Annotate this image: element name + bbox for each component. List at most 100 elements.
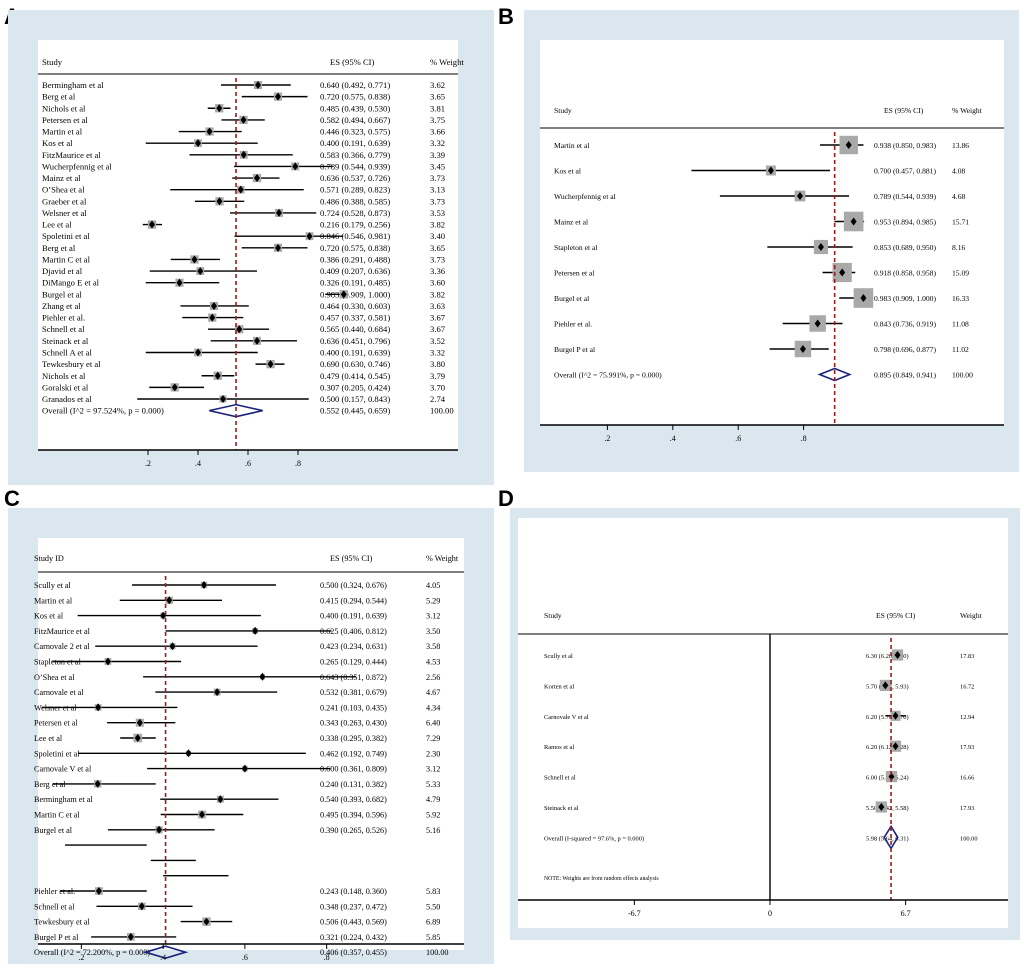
study-weight: 3.65 [430, 243, 445, 253]
study-es-ci: 0.457 (0.337, 0.581) [320, 313, 390, 323]
study-es-ci: 0.338 (0.295, 0.382) [320, 734, 387, 743]
study-weight: 3.32 [430, 138, 445, 148]
study-name: Burgel et al [42, 289, 83, 299]
point-estimate [166, 596, 173, 605]
point-estimate [201, 581, 207, 589]
overall-weight: 100.00 [952, 371, 973, 380]
study-weight: 3.73 [430, 196, 445, 206]
forest-plot-d: Study ES (95% CI) Weight Scully et al 6.30 (… [510, 508, 1020, 940]
study-es-ci: 5.50 (5.42, 5.58) [866, 805, 909, 812]
study-weight: 3.53 [430, 208, 445, 218]
x-tick-label: .8 [324, 953, 330, 962]
study-es-ci: 0.243 (0.148, 0.360) [320, 887, 387, 896]
overall-es-ci: 0.406 (0.357, 0.455) [320, 948, 387, 957]
study-weight: 3.82 [430, 220, 445, 230]
point-estimate [882, 681, 889, 690]
point-estimate [127, 932, 134, 941]
forest-plot-b-svg: Study ES (95% CI) % Weight Martin et al 0.93… [540, 40, 1004, 443]
study-name: Berg et al [34, 780, 66, 789]
study-weight: 3.81 [430, 103, 445, 113]
point-estimate [888, 772, 895, 781]
study-name: Berg et al [42, 92, 76, 102]
study-es-ci: 0.565 (0.440, 0.684) [320, 324, 390, 334]
point-estimate [220, 395, 226, 404]
study-weight: 17.93 [960, 805, 974, 812]
point-estimate [214, 688, 221, 697]
study-es-ci: 0.843 (0.736, 0.919) [874, 320, 936, 329]
plot-area-a [38, 40, 458, 450]
point-estimate [240, 115, 247, 124]
header-es: ES (95% CI) [884, 106, 924, 115]
footnote: NOTE: Weights are from random effects an… [544, 875, 659, 882]
study-es-ci: 0.953 (0.894, 0.985) [874, 218, 936, 227]
study-weight: 4.05 [426, 581, 440, 590]
study-es-ci: 0.789 (0.544, 0.939) [874, 192, 936, 201]
point-estimate [275, 243, 281, 252]
study-weight: 5.33 [426, 780, 440, 789]
study-name: DiMango E et al [42, 278, 100, 288]
x-tick-label: .8 [295, 459, 301, 468]
study-es-ci: 0.938 (0.850, 0.983) [874, 141, 936, 150]
study-name: Tewkesbury et al [42, 359, 101, 369]
study-weight: 5.50 [426, 902, 440, 911]
study-name: Burgel et al [554, 294, 589, 303]
study-weight: 5.92 [426, 811, 440, 820]
point-estimate [160, 611, 167, 620]
point-estimate [197, 267, 204, 276]
study-name: Zhang et al [42, 301, 81, 311]
study-es-ci: 0.571 (0.289, 0.823) [320, 185, 390, 195]
point-estimate [95, 887, 102, 895]
overall-es-ci: 0.895 (0.849, 0.941) [874, 371, 936, 380]
study-name: Lee et al [34, 734, 63, 743]
study-name: Lee et al [42, 220, 72, 230]
header-weight: Weight [960, 611, 983, 620]
point-estimate [214, 371, 221, 380]
study-weight: 3.82 [430, 289, 445, 299]
study-weight: 3.63 [430, 301, 445, 311]
study-weight: 3.65 [430, 92, 445, 102]
point-estimate [860, 294, 867, 302]
point-estimate [255, 81, 261, 89]
study-weight: 3.40 [430, 231, 445, 241]
point-estimate [252, 626, 259, 635]
study-weight: 17.83 [960, 653, 974, 660]
study-es-ci: 0.500 (0.157, 0.843) [320, 394, 390, 404]
panel-label-b: B [498, 4, 514, 29]
study-name: Schnell et al [34, 902, 75, 911]
forest-plot-a-svg: Study ES (95% CI) % Weight Bermingham et al… [38, 40, 464, 468]
point-estimate [306, 232, 313, 241]
study-name: Steinack et al [42, 336, 89, 346]
study-es-ci: 0.983 (0.909, 1.000) [320, 289, 390, 299]
study-es-ci: 0.853 (0.689, 0.950) [874, 243, 936, 252]
study-es-ci: 0.485 (0.439, 0.530) [320, 103, 390, 113]
point-estimate [176, 278, 183, 287]
study-weight: 2.74 [430, 394, 446, 404]
study-weight: 11.02 [952, 345, 969, 354]
study-name: Piehler et al. [554, 320, 592, 329]
point-estimate [275, 92, 281, 101]
study-name: O’Shea et al [42, 185, 85, 195]
study-weight: 16.33 [952, 294, 969, 303]
header-study: Study ID [34, 554, 64, 563]
point-estimate [892, 711, 899, 720]
overall-diamond [817, 367, 852, 382]
point-estimate [894, 651, 901, 659]
study-weight: 2.30 [426, 749, 440, 758]
study-es-ci: 0.640 (0.492, 0.771) [320, 80, 390, 90]
study-name: Bermingham et al [34, 795, 93, 804]
forest-plot-c: Study ID ES (95% CI) % Weight Scully et al 0… [8, 508, 494, 964]
x-tick-label: .8 [801, 434, 807, 443]
x-tick-label: .6 [242, 953, 248, 962]
study-weight: 13.86 [952, 141, 969, 150]
x-tick-label: .2 [78, 953, 84, 962]
study-name: Tewkesbury et al [34, 918, 91, 927]
study-name: Schnell A et al [42, 347, 92, 357]
study-weight: 6.89 [426, 918, 440, 927]
forest-plot-c-svg: Study ID ES (95% CI) % Weight Scully et al 0… [34, 538, 464, 962]
point-estimate [850, 217, 857, 226]
study-weight: 11.08 [952, 320, 969, 329]
study-weight: 8.16 [952, 243, 965, 252]
study-name: Wucherpfennig et al [42, 161, 112, 171]
study-weight: 3.60 [430, 278, 445, 288]
study-weight: 16.72 [960, 683, 974, 690]
